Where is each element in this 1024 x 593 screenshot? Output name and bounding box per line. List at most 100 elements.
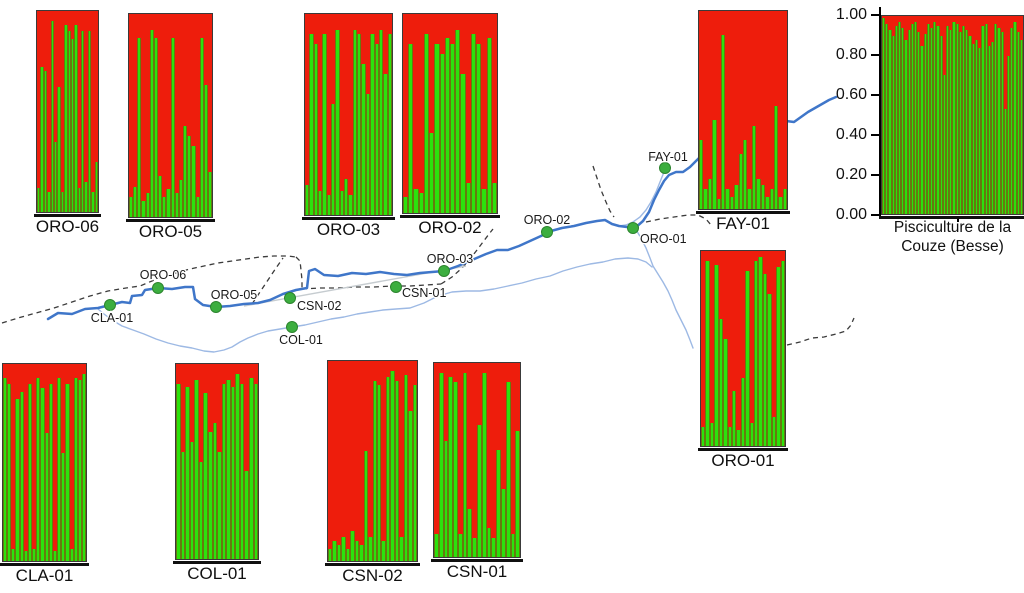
admixture-bar bbox=[444, 14, 450, 213]
green-cluster-segment bbox=[331, 104, 336, 215]
admixture-bar bbox=[328, 361, 333, 561]
green-cluster-segment bbox=[462, 372, 468, 557]
green-cluster-segment bbox=[721, 34, 726, 209]
green-cluster-segment bbox=[751, 125, 757, 209]
y-axis-tick-label: 0.40 bbox=[835, 126, 867, 143]
green-cluster-segment bbox=[158, 176, 163, 217]
y-axis-line bbox=[879, 7, 881, 217]
green-cluster-segment bbox=[408, 43, 414, 213]
green-cluster-segment bbox=[767, 293, 772, 446]
admixture-bar bbox=[48, 364, 53, 561]
green-cluster-segment bbox=[361, 64, 366, 215]
green-cluster-segment bbox=[515, 430, 520, 557]
site-marker-ORO-03 bbox=[438, 265, 450, 277]
green-cluster-segment bbox=[923, 33, 927, 214]
admixture-bar bbox=[505, 363, 511, 557]
site-label-ORO-06: ORO-06 bbox=[140, 268, 187, 282]
admixture-bar bbox=[376, 361, 382, 561]
green-cluster-segment bbox=[176, 383, 181, 559]
green-cluster-segment bbox=[481, 189, 487, 213]
admixture-bar bbox=[81, 11, 85, 212]
admixture-bar bbox=[740, 251, 746, 446]
green-cluster-segment bbox=[712, 119, 717, 209]
green-cluster-segment bbox=[81, 373, 86, 561]
admixture-bar bbox=[477, 363, 482, 557]
admixture-bar bbox=[183, 14, 188, 217]
admixture-bar bbox=[699, 11, 704, 209]
site-marker-ORO-06 bbox=[152, 282, 164, 294]
admixture-bar bbox=[194, 364, 199, 559]
admixture-bar bbox=[491, 14, 497, 213]
green-cluster-segment bbox=[701, 426, 706, 446]
green-cluster-segment bbox=[94, 161, 98, 212]
green-cluster-segment bbox=[434, 533, 439, 557]
structure-plot-CSN-01: CSN-01 bbox=[431, 362, 523, 581]
green-cluster-segment bbox=[926, 23, 931, 214]
green-cluster-segment bbox=[162, 196, 167, 217]
admixture-bar bbox=[203, 364, 208, 559]
admixture-bar bbox=[313, 14, 319, 215]
site-label-COL-01: COL-01 bbox=[279, 333, 323, 347]
green-cluster-segment bbox=[217, 451, 222, 559]
green-cluster-segment bbox=[69, 549, 74, 561]
green-cluster-segment bbox=[984, 23, 988, 214]
admixture-bar bbox=[476, 14, 482, 213]
green-cluster-segment bbox=[357, 34, 362, 215]
site-marker-ORO-01 bbox=[627, 222, 639, 234]
green-cluster-segment bbox=[477, 425, 482, 557]
site-marker-CLA-01 bbox=[104, 299, 116, 311]
admixture-bar bbox=[336, 361, 342, 561]
green-cluster-segment bbox=[145, 192, 150, 217]
site-marker-CSN-01 bbox=[390, 281, 402, 293]
green-cluster-segment bbox=[326, 194, 332, 215]
green-cluster-segment bbox=[378, 30, 384, 215]
plot-label: FAY-01 bbox=[716, 214, 770, 233]
green-cluster-segment bbox=[203, 393, 208, 559]
admixture-bar bbox=[470, 14, 477, 213]
admixture-bar bbox=[962, 16, 966, 214]
structure-plot-PISCI: 1.00 0.80 0.60 0.40 0.20 0.00 Pisciculture de … bbox=[836, 6, 1024, 255]
admixture-bar bbox=[180, 364, 186, 559]
admixture-bar bbox=[57, 11, 61, 212]
green-cluster-segment bbox=[1010, 27, 1014, 214]
green-cluster-segment bbox=[198, 461, 204, 559]
green-cluster-segment bbox=[760, 185, 766, 209]
green-cluster-segment bbox=[460, 73, 466, 213]
green-cluster-segment bbox=[443, 440, 449, 557]
admixture-bar bbox=[381, 361, 386, 561]
green-cluster-segment bbox=[133, 186, 138, 217]
admixture-bar bbox=[44, 364, 49, 561]
site-label-FAY-01: FAY-01 bbox=[648, 150, 688, 164]
green-cluster-segment bbox=[705, 260, 710, 446]
green-cluster-segment bbox=[207, 432, 213, 559]
green-cluster-segment bbox=[81, 31, 85, 212]
green-cluster-segment bbox=[729, 197, 735, 209]
admixture-bar bbox=[465, 14, 471, 213]
admixture-bar bbox=[510, 363, 516, 557]
admixture-bar bbox=[718, 251, 724, 446]
admixture-bar bbox=[187, 14, 192, 217]
admixture-bar bbox=[994, 16, 998, 214]
y-axis-tick-label: 0.00 bbox=[835, 206, 867, 223]
green-cluster-segment bbox=[747, 189, 752, 209]
green-cluster-segment bbox=[429, 133, 435, 213]
admixture-bar bbox=[990, 16, 995, 214]
admixture-bar bbox=[745, 251, 750, 446]
green-cluster-segment bbox=[1016, 31, 1020, 214]
admixture-bar bbox=[133, 14, 138, 217]
watershed-boundary-dashes bbox=[1, 165, 855, 346]
green-cluster-segment bbox=[496, 450, 501, 557]
admixture-bar bbox=[904, 16, 908, 214]
admixture-bar bbox=[244, 364, 249, 559]
structure-plot-ORO-05: ORO-05 bbox=[126, 13, 215, 241]
admixture-bars-PISCI bbox=[881, 15, 1024, 215]
green-cluster-segment bbox=[183, 125, 188, 217]
plot-label: ORO-01 bbox=[711, 451, 775, 470]
green-cluster-segment bbox=[408, 411, 413, 561]
admixture-bar bbox=[166, 14, 171, 217]
structure-plot-ORO-02: ORO-02 bbox=[400, 13, 500, 237]
admixture-bar bbox=[43, 11, 48, 212]
admixture-bar bbox=[207, 14, 212, 217]
site-label-ORO-02: ORO-02 bbox=[524, 213, 571, 227]
green-cluster-segment bbox=[77, 187, 82, 212]
